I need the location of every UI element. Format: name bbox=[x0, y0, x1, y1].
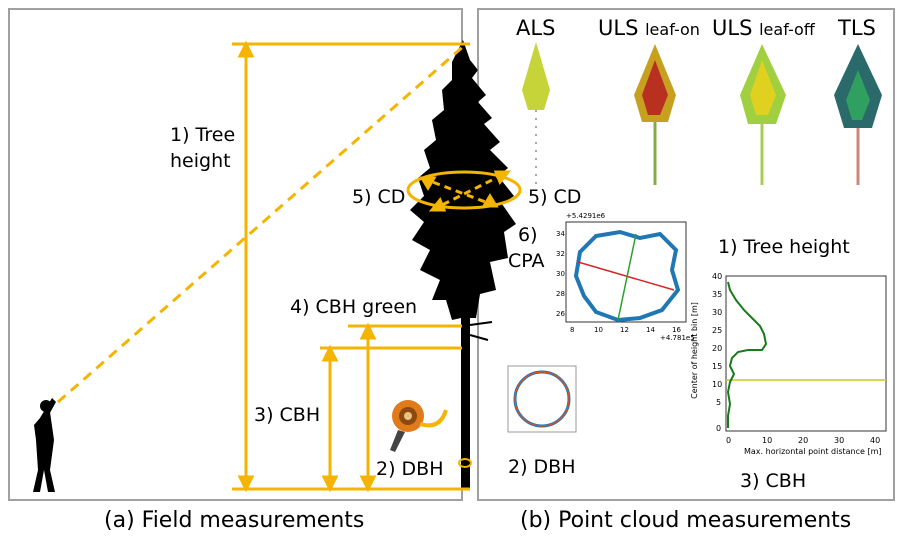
dbh-ellipse bbox=[458, 458, 472, 468]
cd-label-left: 5) CD bbox=[352, 186, 406, 208]
dbh-label: 2) DBH bbox=[376, 458, 444, 480]
measuring-tape-icon bbox=[390, 400, 448, 452]
tree-height-label-line1: 1) Tree bbox=[170, 124, 236, 146]
cpa-xtick: 8 bbox=[570, 326, 575, 334]
cbh-xtick: 0 bbox=[726, 436, 732, 445]
caption-point-cloud: (b) Point cloud measurements bbox=[520, 508, 852, 533]
sensor-uls-leaf-on: ULS leaf-on bbox=[598, 16, 700, 40]
cpa-xtick: 16 bbox=[672, 326, 681, 334]
point-cloud-tls bbox=[834, 44, 882, 185]
cbh-ytick: 40 bbox=[712, 272, 723, 281]
cbh-ytick: 15 bbox=[712, 362, 723, 371]
cpa-ytick: 32 bbox=[556, 250, 565, 258]
cbh-ytick: 0 bbox=[716, 424, 722, 433]
cpa-exp-bottom: +4.781e5 bbox=[660, 334, 695, 342]
cpa-ytick: 28 bbox=[556, 290, 565, 298]
cbh-xtick: 40 bbox=[870, 436, 881, 445]
crown-diameter-marks bbox=[406, 170, 522, 212]
tree-height-line bbox=[232, 40, 470, 493]
cbh-xtick: 20 bbox=[798, 436, 809, 445]
caption-field: (a) Field measurements bbox=[104, 508, 365, 533]
cbh-ytick: 25 bbox=[712, 326, 723, 335]
point-cloud-uls-leaf-off bbox=[740, 44, 786, 185]
tree-silhouette bbox=[410, 40, 516, 490]
person-icon bbox=[33, 398, 56, 492]
cbh-plot bbox=[725, 275, 887, 432]
cbh-ytick: 30 bbox=[712, 308, 723, 317]
cpa-xtick: 12 bbox=[620, 326, 629, 334]
cbh-ytick: 5 bbox=[716, 398, 722, 407]
point-cloud-uls-leaf-on bbox=[634, 44, 676, 185]
sensor-als: ALS bbox=[516, 16, 556, 40]
dbh-plot bbox=[507, 365, 577, 433]
cpa-exp-top: +5.4291e6 bbox=[566, 212, 606, 220]
cbh-line bbox=[320, 344, 462, 493]
cbh-green-line bbox=[348, 322, 462, 493]
cpa-xtick: 14 bbox=[646, 326, 655, 334]
cbh-plot-xlabel: Max. horizontal point distance [m] bbox=[744, 447, 882, 456]
cpa-plot bbox=[565, 221, 687, 323]
tree-height-label-right: 1) Tree height bbox=[718, 236, 850, 258]
sensor-tls: TLS bbox=[838, 16, 876, 40]
cbh-ytick: 20 bbox=[712, 344, 723, 353]
cd-label-right: 5) CD bbox=[528, 186, 582, 208]
cbh-label: 3) CBH bbox=[254, 404, 321, 426]
cbh-plot-ylabel: Center of height bin [m] bbox=[689, 302, 699, 399]
cbh-xtick: 30 bbox=[834, 436, 845, 445]
cbh-xtick: 10 bbox=[762, 436, 773, 445]
tree-height-label-line2: height bbox=[170, 150, 231, 172]
sensor-uls-leaf-off: ULS leaf-off bbox=[712, 16, 815, 40]
cpa-label-line1: 6) bbox=[518, 224, 538, 246]
dbh-label-right: 2) DBH bbox=[508, 456, 576, 478]
cbh-ytick: 10 bbox=[712, 380, 723, 389]
cbh-label-right: 3) CBH bbox=[740, 470, 807, 492]
sight-line bbox=[57, 42, 467, 404]
cpa-xtick: 10 bbox=[594, 326, 603, 334]
cbh-ytick: 35 bbox=[712, 290, 723, 299]
cpa-ytick: 34 bbox=[556, 230, 565, 238]
cpa-ytick: 30 bbox=[556, 270, 565, 278]
cpa-ytick: 26 bbox=[556, 310, 565, 318]
point-cloud-als bbox=[522, 42, 550, 185]
cbh-green-label: 4) CBH green bbox=[290, 296, 418, 318]
cpa-label-line2: CPA bbox=[508, 250, 545, 272]
